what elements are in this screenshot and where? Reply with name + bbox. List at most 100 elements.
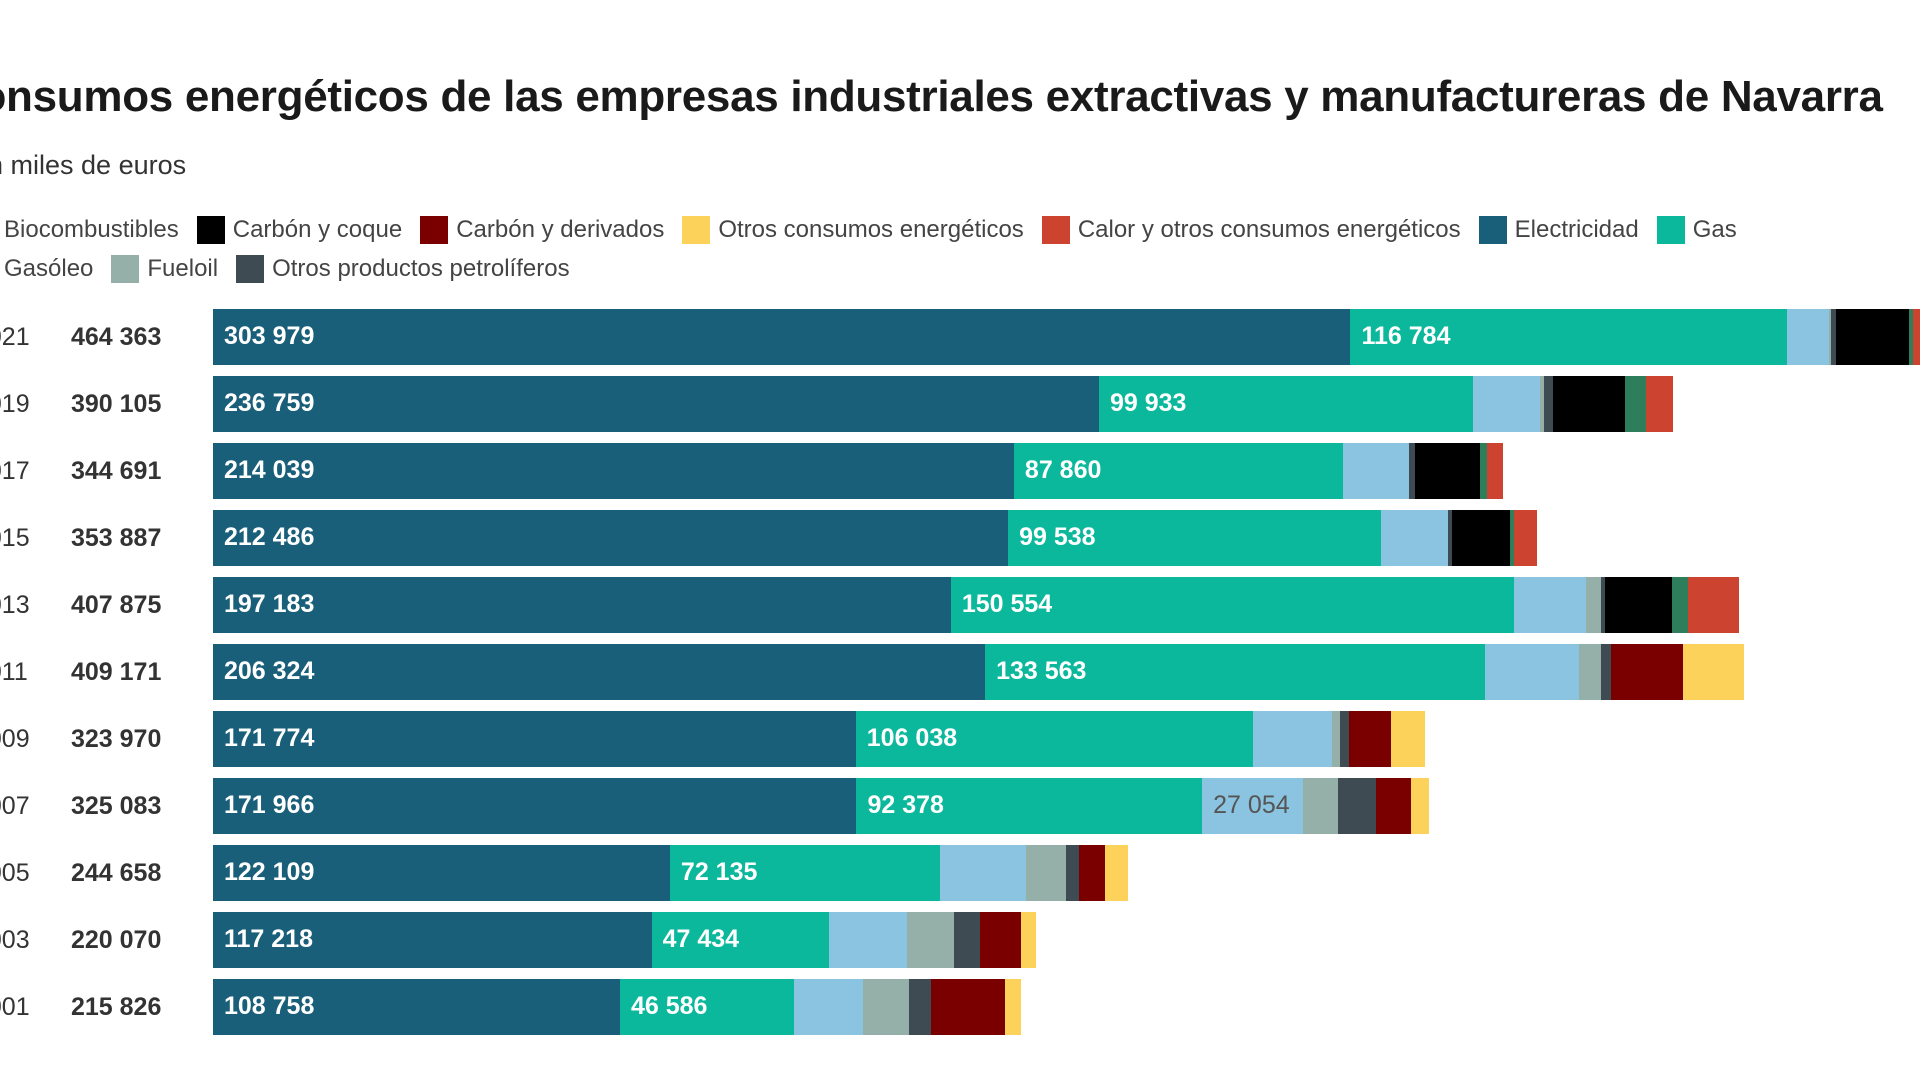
bar-segment-electricidad[interactable]: 236 759 bbox=[213, 376, 1099, 432]
bar-segment-otros-productos-petroliferos[interactable] bbox=[1408, 443, 1415, 499]
bar-segment-gas[interactable]: 99 933 bbox=[1098, 376, 1473, 432]
bar-segment-gasoleo[interactable] bbox=[1342, 443, 1409, 499]
bar-segment-otros-productos-petroliferos[interactable] bbox=[1543, 376, 1553, 432]
bar-segment-gas[interactable]: 133 563 bbox=[985, 644, 1485, 700]
legend-item-gas[interactable]: Gas bbox=[1656, 215, 1737, 244]
bar-segment-otros-consumos-energeticos[interactable] bbox=[1411, 778, 1430, 834]
bar-segment-electricidad[interactable]: 206 324 bbox=[213, 644, 986, 700]
bar-segment-biocombustibles[interactable] bbox=[1909, 309, 1914, 365]
bar-segment-carbon-y-derivados[interactable] bbox=[1610, 644, 1684, 700]
bar-segment-carbon-y-coque[interactable] bbox=[1414, 443, 1480, 499]
bar-segment-otros-consumos-energeticos[interactable] bbox=[1683, 644, 1745, 700]
legend-item-gasoleo[interactable]: Gasóleo bbox=[0, 255, 93, 283]
bar-segment-gasoleo[interactable] bbox=[1484, 644, 1580, 700]
bar-segment-otros-productos-petroliferos[interactable] bbox=[1339, 711, 1350, 767]
bar-segment-carbon-y-derivados[interactable] bbox=[1349, 711, 1391, 767]
bar-segment-gas[interactable]: 92 378 bbox=[856, 778, 1203, 834]
bar-segment-gas[interactable]: 106 038 bbox=[855, 711, 1253, 767]
bar-segment-otros-productos-petroliferos[interactable] bbox=[1447, 510, 1452, 566]
bar-segment-fueloil[interactable] bbox=[1829, 309, 1832, 365]
bar-segment-biocombustibles[interactable] bbox=[1510, 510, 1515, 566]
bar-segment-gasoleo[interactable] bbox=[1252, 711, 1333, 767]
bar-segment-gas[interactable]: 99 538 bbox=[1008, 510, 1381, 566]
bar-segment-electricidad[interactable]: 117 218 bbox=[213, 912, 652, 968]
bar-segment-calor-y-otros-consumos-energeticos[interactable] bbox=[1913, 309, 1920, 365]
bar-segment-calor-y-otros-consumos-energeticos[interactable] bbox=[1645, 376, 1673, 432]
bar-segment-fueloil[interactable] bbox=[907, 912, 954, 968]
legend-item-otros-consumos-energeticos[interactable]: Otros consumos energéticos bbox=[682, 215, 1024, 244]
bar-segment-fueloil[interactable] bbox=[1332, 711, 1340, 767]
bar-segment-electricidad[interactable]: 171 966 bbox=[213, 778, 857, 834]
bar-segment-otros-consumos-energeticos[interactable] bbox=[1105, 845, 1129, 901]
bar-segment-otros-consumos-energeticos[interactable] bbox=[1004, 979, 1021, 1035]
bar-segment-gasoleo[interactable] bbox=[794, 979, 863, 1035]
bar-segment-otros-consumos-energeticos[interactable] bbox=[1021, 912, 1037, 968]
bar-segment-fueloil[interactable] bbox=[1303, 778, 1338, 834]
bar-segment-gasoleo[interactable] bbox=[939, 845, 1026, 901]
bar-segment-fueloil[interactable] bbox=[1579, 644, 1602, 700]
bar-segment-calor-y-otros-consumos-energeticos[interactable] bbox=[1487, 443, 1503, 499]
bar-segment-electricidad[interactable]: 122 109 bbox=[213, 845, 670, 901]
bar-segment-carbon-y-derivados[interactable] bbox=[979, 912, 1022, 968]
bar-segment-gas[interactable]: 150 554 bbox=[950, 577, 1515, 633]
bar-segment-electricidad[interactable]: 212 486 bbox=[213, 510, 1009, 566]
bar-segment-otros-productos-petroliferos[interactable] bbox=[1337, 778, 1376, 834]
bar-segment-gasoleo[interactable] bbox=[1787, 309, 1830, 365]
bar-segment-otros-consumos-energeticos[interactable] bbox=[1390, 711, 1426, 767]
bar-segment-carbon-y-coque[interactable] bbox=[1451, 510, 1511, 566]
bar-segment-electricidad[interactable]: 171 774 bbox=[213, 711, 856, 767]
bar-segment-carbon-y-derivados[interactable] bbox=[1375, 778, 1412, 834]
bar-segment-calor-y-otros-consumos-energeticos[interactable] bbox=[1688, 577, 1740, 633]
bar-segment-calor-y-otros-consumos-energeticos[interactable] bbox=[1514, 510, 1538, 566]
bar-chart: 2021 464 363 303 979 116 784 2019 390 105 236 … bbox=[0, 309, 1920, 1046]
category-label: 2017 bbox=[0, 457, 30, 485]
bar-segment-otros-productos-petroliferos[interactable] bbox=[1831, 309, 1837, 365]
bar-segment-carbon-y-coque[interactable] bbox=[1604, 577, 1673, 633]
legend-swatch bbox=[236, 254, 265, 283]
category-label: 2005 bbox=[0, 859, 30, 887]
legend-item-calor-y-otros-consumos-energeticos[interactable]: Calor y otros consumos energéticos bbox=[1041, 215, 1461, 244]
data-label: 150 554 bbox=[961, 590, 1053, 618]
bar-segment-electricidad[interactable]: 303 979 bbox=[213, 309, 1351, 365]
bar-segment-otros-productos-petroliferos[interactable] bbox=[1065, 845, 1080, 901]
legend-item-fueloil[interactable]: Fueloil bbox=[111, 254, 218, 283]
bar-segment-otros-productos-petroliferos[interactable] bbox=[1601, 577, 1605, 633]
bar-segment-electricidad[interactable]: 108 758 bbox=[213, 979, 620, 1035]
bar-segment-otros-productos-petroliferos[interactable] bbox=[909, 979, 932, 1035]
bar-segment-gas[interactable]: 87 860 bbox=[1013, 443, 1343, 499]
bar-segment-gasoleo[interactable]: 27 054 bbox=[1202, 778, 1304, 834]
bar-segment-gas[interactable]: 47 434 bbox=[651, 912, 830, 968]
bar-segment-gas[interactable]: 116 784 bbox=[1350, 309, 1788, 365]
bar-segment-fueloil[interactable] bbox=[1540, 376, 1544, 432]
bar-segment-carbon-y-coque[interactable] bbox=[1552, 376, 1625, 432]
bar-segment-fueloil[interactable] bbox=[862, 979, 910, 1035]
legend-item-otros-productos-petroliferos[interactable]: Otros productos petrolíferos bbox=[236, 254, 570, 283]
bar-segment-gasoleo[interactable] bbox=[1472, 376, 1541, 432]
bar-row: 2003 220 070 117 218 47 434 bbox=[0, 912, 1920, 979]
bar-segment-otros-productos-petroliferos[interactable] bbox=[1601, 644, 1611, 700]
bar-segment-carbon-y-derivados[interactable] bbox=[931, 979, 1005, 1035]
bar-segment-gasoleo[interactable] bbox=[1514, 577, 1587, 633]
bar-segment-electricidad[interactable]: 197 183 bbox=[213, 577, 951, 633]
legend-item-carbon-y-coque[interactable]: Carbón y coque bbox=[196, 215, 402, 244]
legend-item-electricidad[interactable]: Electricidad bbox=[1478, 215, 1639, 244]
stacked-bar: 108 758 46 586 bbox=[213, 979, 1021, 1035]
bar-segment-gas[interactable]: 46 586 bbox=[619, 979, 795, 1035]
bar-segment-biocombustibles[interactable] bbox=[1479, 443, 1488, 499]
bar-segment-fueloil[interactable] bbox=[1025, 845, 1066, 901]
total-label: 220 070 bbox=[71, 926, 162, 954]
total-label: 464 363 bbox=[71, 323, 162, 351]
bar-segment-gas[interactable]: 72 135 bbox=[669, 845, 940, 901]
bar-segment-carbon-y-coque[interactable] bbox=[1836, 309, 1910, 365]
legend-item-biocombustibles[interactable]: Biocombustibles bbox=[0, 216, 179, 244]
bar-segment-otros-productos-petroliferos[interactable] bbox=[953, 912, 980, 968]
bar-segment-electricidad[interactable]: 214 039 bbox=[213, 443, 1014, 499]
bar-segment-gasoleo[interactable] bbox=[1380, 510, 1448, 566]
legend-item-carbon-y-derivados[interactable]: Carbón y derivados bbox=[420, 215, 664, 244]
bar-segment-gasoleo[interactable] bbox=[829, 912, 908, 968]
bar-segment-biocombustibles[interactable] bbox=[1672, 577, 1689, 633]
bar-segment-fueloil[interactable] bbox=[1586, 577, 1602, 633]
bar-segment-biocombustibles[interactable] bbox=[1624, 376, 1646, 432]
bar-segment-carbon-y-derivados[interactable] bbox=[1079, 845, 1106, 901]
